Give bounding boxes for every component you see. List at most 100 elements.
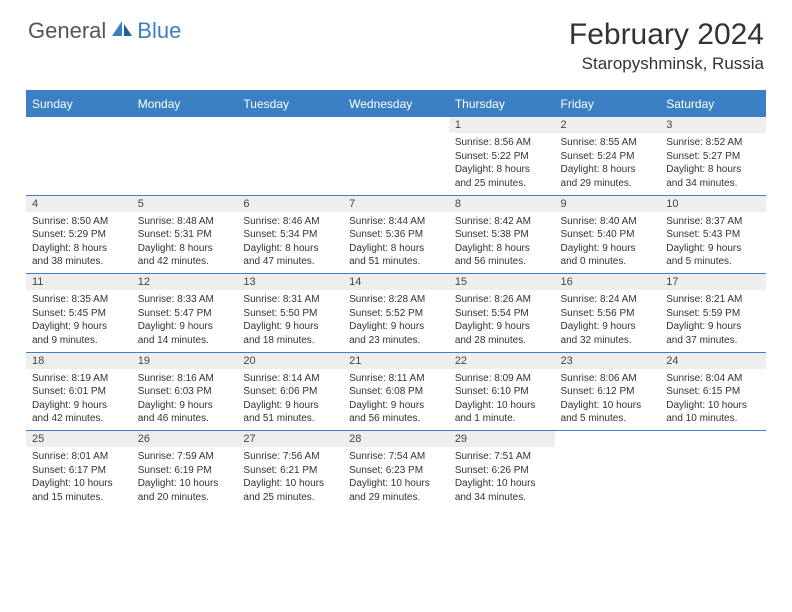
day-d2: and 25 minutes. <box>243 491 337 505</box>
day-number-row: 11121314151617 <box>26 274 766 291</box>
day-detail-cell: Sunrise: 8:31 AMSunset: 5:50 PMDaylight:… <box>237 290 343 352</box>
day-sr: Sunrise: 7:54 AM <box>349 450 443 464</box>
day-d1: Daylight: 9 hours <box>455 320 549 334</box>
day-number-cell <box>660 431 766 448</box>
day-sr: Sunrise: 8:11 AM <box>349 372 443 386</box>
day-d1: Daylight: 9 hours <box>243 320 337 334</box>
day-detail-cell: Sunrise: 8:35 AMSunset: 5:45 PMDaylight:… <box>26 290 132 352</box>
day-sr: Sunrise: 8:44 AM <box>349 215 443 229</box>
day-d1: Daylight: 8 hours <box>32 242 126 256</box>
day-header: Friday <box>555 91 661 117</box>
day-d2: and 0 minutes. <box>561 255 655 269</box>
logo-text-general: General <box>28 18 106 44</box>
day-ss: Sunset: 6:01 PM <box>32 385 126 399</box>
day-d2: and 5 minutes. <box>666 255 760 269</box>
page-header: General Blue February 2024 Staropyshmins… <box>0 0 792 82</box>
day-detail-cell <box>555 447 661 509</box>
day-detail-cell: Sunrise: 8:04 AMSunset: 6:15 PMDaylight:… <box>660 369 766 431</box>
day-ss: Sunset: 5:54 PM <box>455 307 549 321</box>
day-sr: Sunrise: 8:52 AM <box>666 136 760 150</box>
day-number-cell: 27 <box>237 431 343 448</box>
day-number-cell: 18 <box>26 352 132 369</box>
day-detail-cell: Sunrise: 8:24 AMSunset: 5:56 PMDaylight:… <box>555 290 661 352</box>
day-ss: Sunset: 5:43 PM <box>666 228 760 242</box>
day-number-cell: 6 <box>237 195 343 212</box>
day-d2: and 32 minutes. <box>561 334 655 348</box>
day-number-cell: 21 <box>343 352 449 369</box>
day-number-cell: 29 <box>449 431 555 448</box>
day-ss: Sunset: 5:27 PM <box>666 150 760 164</box>
day-number-cell: 17 <box>660 274 766 291</box>
calendar-table: Sunday Monday Tuesday Wednesday Thursday… <box>26 90 766 509</box>
day-detail-cell: Sunrise: 8:48 AMSunset: 5:31 PMDaylight:… <box>132 212 238 274</box>
day-sr: Sunrise: 8:19 AM <box>32 372 126 386</box>
day-sr: Sunrise: 8:37 AM <box>666 215 760 229</box>
day-number-cell: 7 <box>343 195 449 212</box>
day-d1: Daylight: 9 hours <box>243 399 337 413</box>
day-number-cell: 3 <box>660 117 766 134</box>
location: Staropyshminsk, Russia <box>569 54 764 74</box>
day-ss: Sunset: 6:21 PM <box>243 464 337 478</box>
day-detail-row: Sunrise: 8:56 AMSunset: 5:22 PMDaylight:… <box>26 133 766 195</box>
day-sr: Sunrise: 8:01 AM <box>32 450 126 464</box>
day-d2: and 23 minutes. <box>349 334 443 348</box>
day-d2: and 56 minutes. <box>455 255 549 269</box>
day-d1: Daylight: 10 hours <box>243 477 337 491</box>
day-ss: Sunset: 5:29 PM <box>32 228 126 242</box>
day-number-cell <box>132 117 238 134</box>
day-detail-cell: Sunrise: 8:56 AMSunset: 5:22 PMDaylight:… <box>449 133 555 195</box>
day-sr: Sunrise: 8:26 AM <box>455 293 549 307</box>
day-d2: and 18 minutes. <box>243 334 337 348</box>
day-header: Thursday <box>449 91 555 117</box>
day-d1: Daylight: 10 hours <box>32 477 126 491</box>
day-detail-cell <box>132 133 238 195</box>
day-detail-cell: Sunrise: 8:21 AMSunset: 5:59 PMDaylight:… <box>660 290 766 352</box>
day-detail-cell: Sunrise: 8:09 AMSunset: 6:10 PMDaylight:… <box>449 369 555 431</box>
day-ss: Sunset: 6:15 PM <box>666 385 760 399</box>
day-ss: Sunset: 6:03 PM <box>138 385 232 399</box>
day-sr: Sunrise: 8:50 AM <box>32 215 126 229</box>
day-number-cell <box>555 431 661 448</box>
day-ss: Sunset: 5:50 PM <box>243 307 337 321</box>
day-sr: Sunrise: 8:55 AM <box>561 136 655 150</box>
day-d2: and 42 minutes. <box>32 412 126 426</box>
day-ss: Sunset: 5:47 PM <box>138 307 232 321</box>
day-number-cell: 4 <box>26 195 132 212</box>
day-number-cell: 8 <box>449 195 555 212</box>
day-d1: Daylight: 9 hours <box>138 399 232 413</box>
day-detail-cell: Sunrise: 8:14 AMSunset: 6:06 PMDaylight:… <box>237 369 343 431</box>
day-ss: Sunset: 6:17 PM <box>32 464 126 478</box>
day-ss: Sunset: 5:22 PM <box>455 150 549 164</box>
day-number-cell: 19 <box>132 352 238 369</box>
day-detail-cell: Sunrise: 8:16 AMSunset: 6:03 PMDaylight:… <box>132 369 238 431</box>
day-ss: Sunset: 6:23 PM <box>349 464 443 478</box>
day-ss: Sunset: 5:45 PM <box>32 307 126 321</box>
day-header: Saturday <box>660 91 766 117</box>
day-detail-cell: Sunrise: 8:42 AMSunset: 5:38 PMDaylight:… <box>449 212 555 274</box>
day-sr: Sunrise: 8:14 AM <box>243 372 337 386</box>
day-ss: Sunset: 6:12 PM <box>561 385 655 399</box>
day-detail-cell: Sunrise: 8:50 AMSunset: 5:29 PMDaylight:… <box>26 212 132 274</box>
day-header: Sunday <box>26 91 132 117</box>
day-d1: Daylight: 8 hours <box>138 242 232 256</box>
day-detail-cell: Sunrise: 8:28 AMSunset: 5:52 PMDaylight:… <box>343 290 449 352</box>
day-number-cell: 20 <box>237 352 343 369</box>
day-d1: Daylight: 8 hours <box>455 163 549 177</box>
day-number-cell <box>26 117 132 134</box>
day-detail-cell: Sunrise: 8:37 AMSunset: 5:43 PMDaylight:… <box>660 212 766 274</box>
day-d2: and 20 minutes. <box>138 491 232 505</box>
day-detail-cell: Sunrise: 8:40 AMSunset: 5:40 PMDaylight:… <box>555 212 661 274</box>
day-detail-cell: Sunrise: 7:51 AMSunset: 6:26 PMDaylight:… <box>449 447 555 509</box>
logo-text-blue: Blue <box>137 18 181 44</box>
day-ss: Sunset: 6:06 PM <box>243 385 337 399</box>
day-number-cell: 26 <box>132 431 238 448</box>
logo: General Blue <box>28 18 181 44</box>
day-d2: and 46 minutes. <box>138 412 232 426</box>
day-d2: and 28 minutes. <box>455 334 549 348</box>
day-d1: Daylight: 9 hours <box>666 242 760 256</box>
day-number-cell <box>343 117 449 134</box>
day-number-cell: 23 <box>555 352 661 369</box>
day-detail-cell: Sunrise: 8:46 AMSunset: 5:34 PMDaylight:… <box>237 212 343 274</box>
day-d1: Daylight: 8 hours <box>243 242 337 256</box>
day-detail-row: Sunrise: 8:35 AMSunset: 5:45 PMDaylight:… <box>26 290 766 352</box>
